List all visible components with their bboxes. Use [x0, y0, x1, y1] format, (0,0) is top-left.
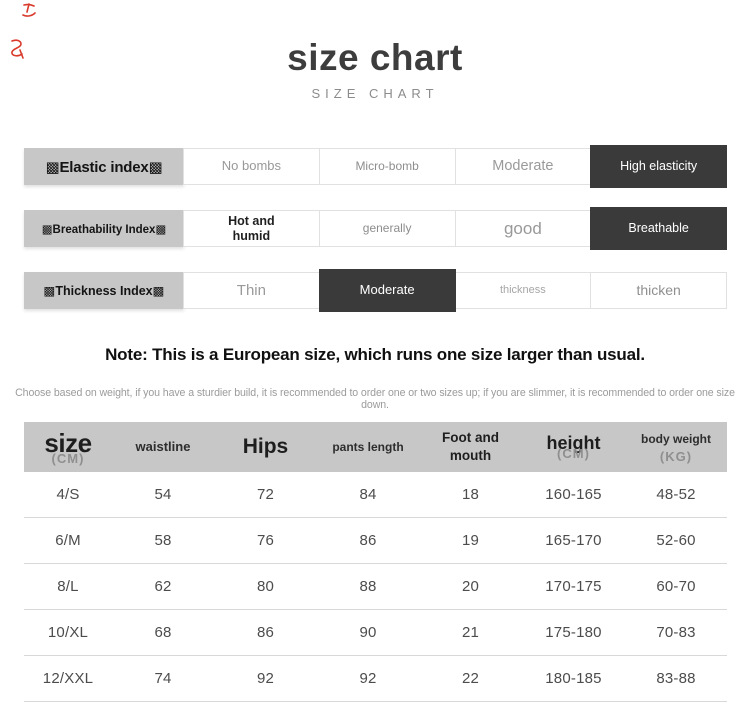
- column-header-waistline: waistline: [135, 439, 191, 454]
- table-cell: 86: [317, 517, 419, 564]
- table-cell: 88: [317, 563, 419, 610]
- table-cell: 52-60: [625, 517, 727, 564]
- column-header-height: height (CM): [522, 422, 625, 472]
- page-subtitle: SIZE CHART: [311, 85, 439, 101]
- table-cell: 84: [317, 472, 419, 518]
- elastic-index-label: ▩Elastic index▩: [24, 148, 184, 185]
- breathability-option-generally: generally: [318, 210, 456, 247]
- table-cell: 76: [214, 517, 317, 564]
- thickness-option-moderate-selected: Moderate: [318, 269, 456, 312]
- height-unit: (CM): [557, 446, 590, 461]
- table-cell: 86: [214, 609, 317, 656]
- thickness-index-row: ▩Thickness Index▩ Thin Moderate thicknes…: [24, 269, 727, 312]
- thickness-index-label: ▩Thickness Index▩: [24, 272, 184, 309]
- table-cell: 90: [317, 609, 419, 656]
- table-cell: 72: [214, 472, 317, 518]
- size-table: size (CM) waistline Hips pants length Fo…: [24, 422, 727, 702]
- table-cell: 20: [419, 563, 522, 610]
- table-cell: 170-175: [522, 563, 625, 610]
- breathability-index-label: ▩Breathability Index▩: [24, 210, 184, 247]
- red-ink-mark: [8, 38, 25, 64]
- size-unit: (CM): [51, 451, 85, 466]
- table-cell: 165-170: [522, 517, 625, 564]
- elastic-index-row: ▩Elastic index▩ No bombs Micro-bomb Mode…: [24, 145, 727, 188]
- thickness-option-thicken: thicken: [590, 272, 727, 309]
- table-cell: 160-165: [522, 472, 625, 518]
- table-cell: 8/L: [24, 563, 112, 610]
- body-weight-unit: (KG): [659, 449, 693, 464]
- table-cell: 4/S: [24, 472, 112, 518]
- column-header-size: size (CM): [24, 422, 112, 472]
- breathability-option-hot-and-humid: Hot and humid: [228, 214, 275, 243]
- table-cell: 60-70: [625, 563, 727, 610]
- table-cell: 21: [419, 609, 522, 656]
- table-cell: 70-83: [625, 609, 727, 656]
- elastic-option-no-bombs: No bombs: [183, 148, 320, 185]
- table-cell: 12/XXL: [24, 655, 112, 702]
- breathability-option-breathable-selected: Breathable: [590, 207, 727, 250]
- table-cell: 10/XL: [24, 609, 112, 656]
- elastic-option-moderate: Moderate: [454, 148, 592, 185]
- page-title: size chart: [287, 37, 463, 78]
- column-header-hips: Hips: [242, 435, 289, 458]
- elastic-option-micro-bomb: Micro-bomb: [318, 148, 456, 185]
- table-cell: 92: [214, 655, 317, 702]
- table-cell: 175-180: [522, 609, 625, 656]
- table-cell: 180-185: [522, 655, 625, 702]
- table-cell: 58: [112, 517, 214, 564]
- table-cell: 54: [112, 472, 214, 518]
- weight-advice-note: Choose based on weight, if you have a st…: [15, 387, 735, 411]
- breathability-index-row: ▩Breathability Index▩ Hot and humid gene…: [24, 207, 727, 250]
- table-cell: 83-88: [625, 655, 727, 702]
- table-cell: 48-52: [625, 472, 727, 518]
- column-header-pants-length: pants length: [332, 440, 404, 454]
- table-row-8l: 8/L 62 80 88 20 170-175 60-70: [24, 563, 727, 610]
- red-ink-mark: [21, 3, 37, 23]
- column-header-foot-and-mouth: Foot and mouth: [442, 430, 499, 463]
- european-size-note: Note: This is a European size, which run…: [105, 345, 645, 364]
- table-cell: 80: [214, 563, 317, 610]
- table-cell: 68: [112, 609, 214, 656]
- size-table-header: size (CM) waistline Hips pants length Fo…: [24, 422, 727, 472]
- table-cell: 19: [419, 517, 522, 564]
- page-title-block: size chart SIZE CHART: [0, 37, 750, 101]
- table-cell: 18: [419, 472, 522, 518]
- table-cell: 62: [112, 563, 214, 610]
- elastic-option-high-elasticity-selected: High elasticity: [590, 145, 727, 188]
- table-row-6m: 6/M 58 76 86 19 165-170 52-60: [24, 517, 727, 564]
- thickness-option-thin: Thin: [183, 272, 320, 309]
- column-header-body-weight: body weight (KG): [625, 422, 727, 472]
- table-row-12xxl: 12/XXL 74 92 92 22 180-185 83-88: [24, 655, 727, 702]
- breathability-option-good: good: [454, 210, 592, 247]
- table-cell: 74: [112, 655, 214, 702]
- table-cell: 22: [419, 655, 522, 702]
- table-row-4s: 4/S 54 72 84 18 160-165 48-52: [24, 472, 727, 518]
- table-cell: 92: [317, 655, 419, 702]
- table-cell: 6/M: [24, 517, 112, 564]
- thickness-option-thickness: thickness: [454, 272, 592, 309]
- table-row-10xl: 10/XL 68 86 90 21 175-180 70-83: [24, 609, 727, 656]
